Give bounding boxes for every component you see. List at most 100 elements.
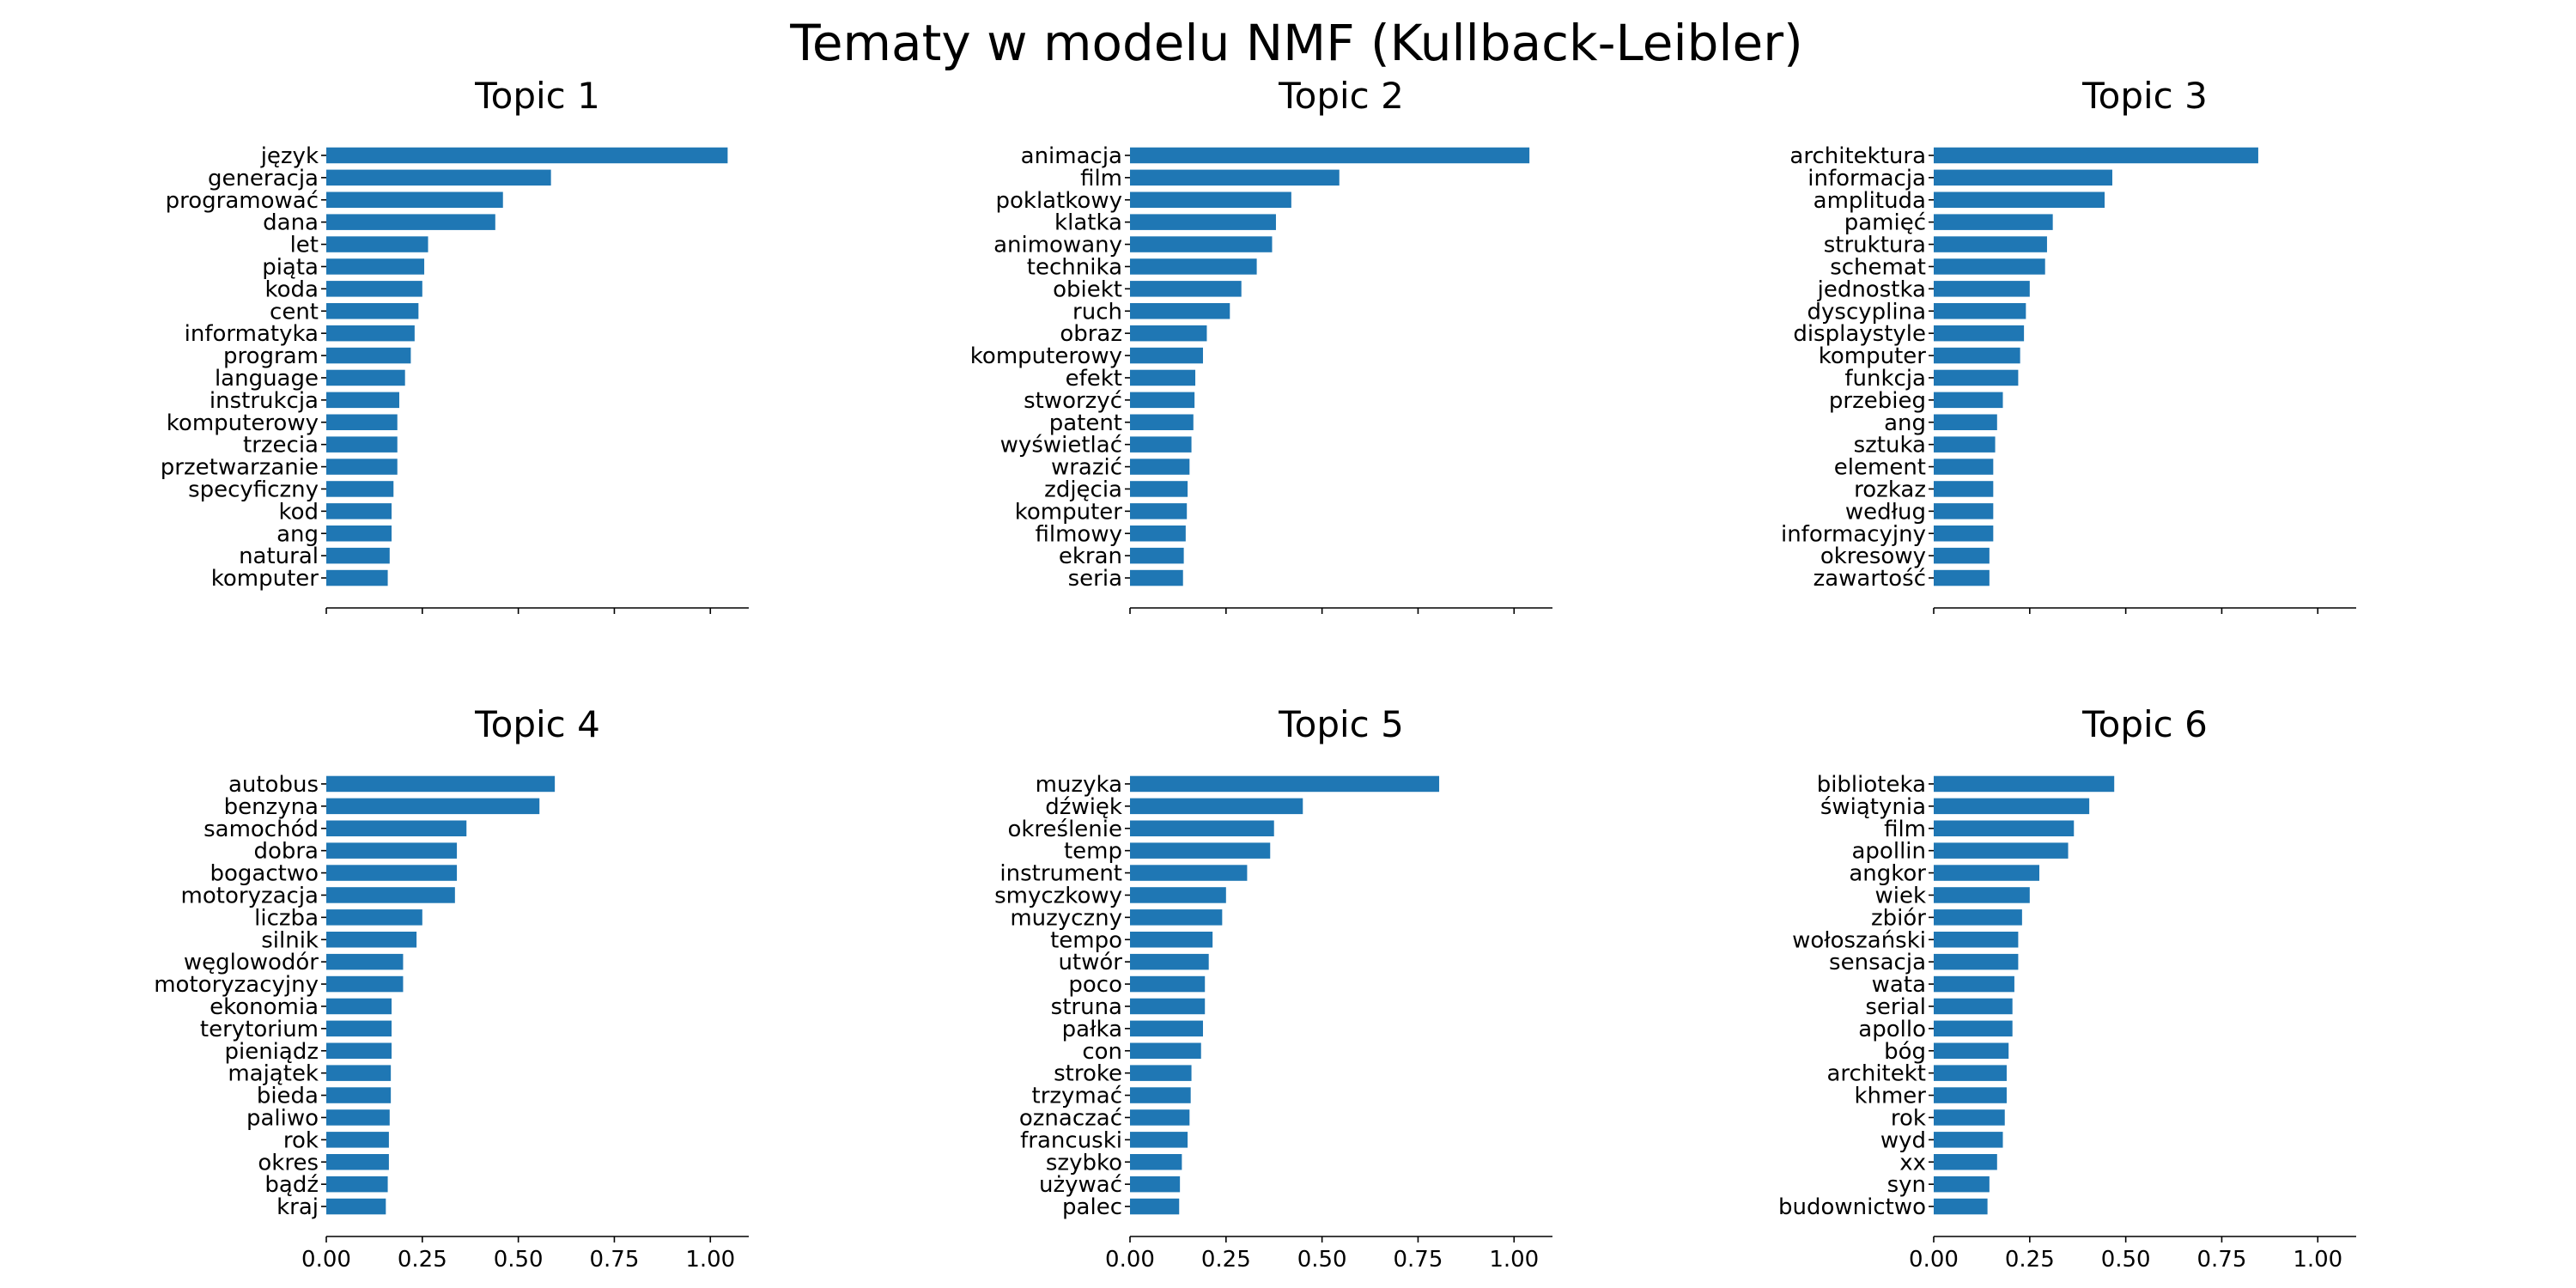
bar [1934,1132,2003,1148]
bar [1934,481,1994,497]
bar [326,842,458,859]
y-tick-label: liczba [254,905,319,931]
y-tick-label: informatyka [185,321,319,347]
y-tick-label: technika [1027,254,1122,280]
bar [1934,325,2025,342]
y-tick-label: piąta [262,254,319,280]
bar [1934,1020,2013,1037]
bar [1130,842,1271,859]
y-tick-label: komputerowy [970,343,1122,369]
bar [1130,820,1274,836]
bar [1130,1065,1192,1081]
y-tick-label: poco [1068,972,1122,998]
bar [1130,481,1188,497]
y-tick-label: język [260,143,319,169]
x-tick-label: 0.00 [301,1247,351,1273]
y-tick-label: klatka [1054,210,1122,236]
bar [326,1154,389,1170]
y-tick-label: informacyjny [1781,521,1926,547]
y-tick-label: ekran [1059,544,1122,569]
bar [1934,569,1990,586]
bar [326,436,398,453]
bar [1130,1087,1191,1103]
subplot-topic-2: Topic 2 animacjafilmpoklatkowyklatkaanimo… [970,75,1552,614]
bar [326,369,405,386]
y-tick-label: wołoszański [1792,927,1926,953]
bar [326,975,404,993]
bar [1130,1198,1180,1215]
y-tick-label: bądź [264,1172,319,1198]
bar [1130,1132,1188,1148]
y-tick-label: ang [1884,410,1926,436]
subplot-topic-1: Topic 1językgeneracjaprogramowaćdanaletp… [161,75,749,614]
bar [1130,369,1196,386]
x-tick-label: 0.50 [2101,1247,2151,1273]
y-tick-label: stroke [1054,1061,1122,1087]
y-tick-label: ekonomia [210,994,319,1020]
bar [326,998,392,1015]
bar [1934,820,2075,836]
bar [1130,953,1209,970]
bar [1934,798,2090,815]
bar [1130,281,1242,297]
y-tick-label: kod [278,499,319,525]
bar [1934,169,2112,186]
y-tick-label: wyd [1880,1127,1926,1153]
y-tick-label: węglowodór [184,950,319,975]
y-tick-label: poklatkowy [995,188,1122,214]
subplot-title: Topic 1 [474,75,600,117]
y-tick-label: przetwarzanie [161,455,319,481]
bar [1130,258,1257,275]
bar [326,169,551,186]
bar [1934,1087,2007,1103]
bar [1934,998,2013,1015]
y-tick-label: programować [166,188,319,214]
y-tick-label: dobra [253,839,319,865]
bar [326,1087,392,1103]
y-tick-label: con [1082,1039,1122,1065]
y-tick-label: angkor [1849,861,1926,887]
bar [1130,236,1273,252]
y-tick-label: apollo [1858,1017,1926,1042]
bar [326,303,419,319]
y-tick-label: xx [1899,1150,1926,1176]
y-tick-label: zdjęcia [1044,477,1122,502]
bar [1934,842,2069,859]
y-tick-label: paliwo [246,1105,319,1131]
y-tick-label: ruch [1072,299,1122,325]
y-tick-label: pamięć [1844,210,1926,236]
bar [1130,526,1186,542]
bar [326,932,417,948]
y-tick-label: zbiór [1871,905,1926,931]
bar [1934,347,2020,364]
bar [1130,459,1190,475]
bar [1934,503,1994,519]
y-tick-label: obraz [1060,321,1122,347]
y-tick-label: pieniądz [224,1039,319,1065]
y-tick-label: schemat [1830,254,1926,280]
y-tick-label: generacja [208,166,319,191]
y-tick-label: pałka [1062,1017,1122,1042]
bar [326,459,398,475]
bar [1934,865,2039,881]
y-tick-label: natural [239,544,319,569]
y-tick-label: amplituda [1814,188,1926,214]
y-tick-label: rok [283,1127,319,1153]
y-tick-label: rozkaz [1854,477,1926,502]
bar [1934,526,1994,542]
y-tick-label: film [1080,166,1122,191]
bar [1934,147,2258,164]
x-tick-label: 1.00 [685,1247,735,1273]
bar [1130,975,1206,993]
bar [1130,775,1440,793]
bar [326,798,540,815]
y-tick-label: khmer [1854,1084,1926,1109]
y-tick-label: używać [1039,1172,1122,1198]
y-tick-label: motoryzacja [181,883,319,908]
y-tick-label: temp [1064,839,1122,865]
bar [1934,369,2019,386]
y-tick-label: motoryzacyjny [154,972,319,998]
y-tick-label: seria [1068,566,1122,592]
y-tick-label: bieda [257,1084,319,1109]
y-tick-label: francuski [1020,1127,1122,1153]
